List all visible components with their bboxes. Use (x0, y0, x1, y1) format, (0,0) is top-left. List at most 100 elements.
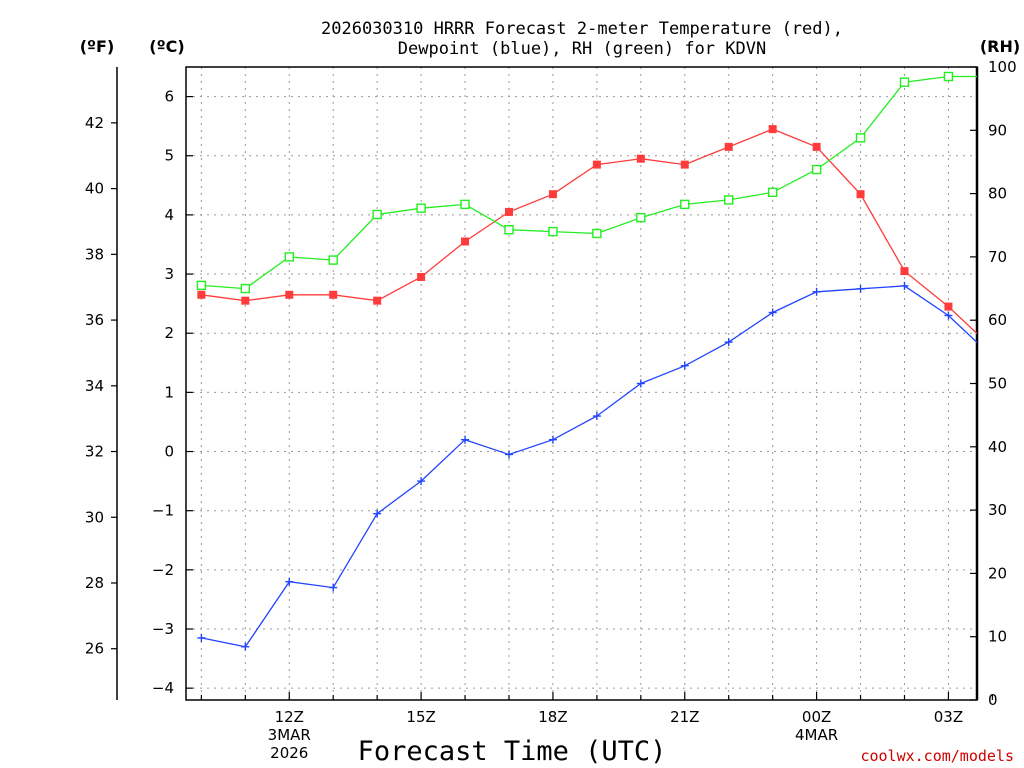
dewpoint-point (197, 633, 206, 642)
rh-point (636, 212, 646, 223)
rh-point (811, 164, 822, 175)
temperature-point (636, 154, 645, 163)
dewpoint-point (548, 435, 557, 444)
x-tick-label: 03Z (934, 708, 963, 726)
grid-lines (186, 67, 977, 700)
celsius-tick-label: −3 (152, 620, 174, 638)
rh-point (724, 195, 734, 205)
axes: −4−3−2−101234562628303234363840420102030… (85, 58, 1017, 762)
fahrenheit-tick-label: 28 (85, 574, 104, 592)
x-axis-title: Forecast Time (UTC) (358, 736, 667, 767)
rh-point (416, 203, 426, 213)
x-tick-label: 4MAR (795, 726, 838, 744)
rh-point (680, 199, 690, 210)
temperature-point (988, 344, 996, 352)
fahrenheit-tick-label: 34 (85, 377, 104, 395)
dewpoint-point (900, 281, 909, 290)
temperature-point (856, 190, 865, 199)
temperature-point (724, 142, 733, 151)
rh-tick-label: 70 (988, 248, 1007, 266)
temperature-point (944, 302, 953, 311)
rh-point (372, 209, 382, 220)
rh-point (899, 77, 910, 87)
x-tick-label: 15Z (406, 708, 435, 726)
dewpoint-point (417, 477, 426, 486)
data-series (196, 71, 996, 651)
rh-tick-label: 100 (988, 58, 1017, 76)
series-2-meter-temperature (197, 125, 996, 352)
rh-tick-label: 90 (988, 121, 1007, 139)
dewpoint-point (724, 338, 733, 347)
rh-point (240, 283, 251, 294)
temperature-point (373, 296, 382, 305)
x-tick-label: 21Z (670, 708, 699, 726)
temperature-point (592, 160, 601, 169)
dewpoint-point (768, 308, 777, 317)
x-tick-label: 3MAR (268, 726, 311, 744)
temperature-point (812, 142, 821, 151)
fahrenheit-tick-label: 32 (85, 443, 104, 461)
dewpoint-point (680, 361, 689, 370)
temperature-point (241, 296, 250, 305)
rh-point (548, 226, 558, 237)
celsius-tick-label: −2 (152, 561, 174, 579)
dewpoint-point (461, 435, 470, 444)
x-tick-label: 18Z (538, 708, 567, 726)
series-relative-humidity (196, 71, 977, 294)
temperature-point (461, 237, 470, 246)
celsius-tick-label: −1 (152, 502, 174, 520)
temperature-point (680, 160, 689, 169)
dewpoint-point (241, 642, 250, 651)
rh-tick-label: 40 (988, 438, 1007, 456)
celsius-tick-label: 6 (164, 88, 174, 106)
x-tick-label: 00Z (802, 708, 831, 726)
celsius-tick-label: 2 (164, 324, 174, 342)
fahrenheit-tick-label: 40 (85, 180, 104, 198)
rh-tick-label: 10 (988, 628, 1007, 646)
x-tick-label: 2026 (270, 744, 308, 762)
source-credit: coolwx.com/models (860, 747, 1014, 765)
temperature-point (285, 290, 294, 299)
series-dewpoint (197, 281, 996, 651)
chart-title-line-1: 2026030310 HRRR Forecast 2-meter Tempera… (321, 19, 843, 39)
dewpoint-point (944, 311, 953, 320)
celsius-tick-label: 5 (164, 147, 174, 165)
dewpoint-point (856, 284, 865, 293)
rh-point (460, 199, 470, 210)
rh-tick-label: 80 (988, 185, 1007, 203)
celsius-tick-label: 4 (164, 206, 174, 224)
temperature-point (329, 290, 338, 299)
rh-point (592, 228, 602, 239)
temperature-point (417, 273, 426, 282)
rh-point (284, 252, 294, 262)
rh-unit-label: (RH) (980, 37, 1020, 56)
dewpoint-point (504, 450, 513, 459)
fahrenheit-tick-label: 30 (85, 508, 104, 526)
temperature-point (900, 267, 909, 276)
rh-tick-label: 20 (988, 564, 1007, 582)
celsius-tick-label: −4 (152, 679, 174, 697)
fahrenheit-tick-label: 36 (85, 311, 104, 329)
celsius-tick-label: 3 (164, 265, 174, 283)
dewpoint-point (636, 379, 645, 388)
fahrenheit-tick-label: 38 (85, 245, 104, 263)
rh-tick-label: 50 (988, 375, 1007, 393)
rh-point (767, 187, 778, 198)
rh-point (943, 71, 954, 82)
dewpoint-point (988, 353, 996, 361)
celsius-unit-label: (ºC) (149, 37, 184, 56)
fahrenheit-unit-label: (ºF) (80, 37, 115, 56)
fahrenheit-tick-label: 42 (85, 114, 104, 132)
plot-frame (185, 66, 978, 701)
rh-tick-label: 60 (988, 311, 1007, 329)
x-tick-label: 12Z (275, 708, 304, 726)
temperature-point (768, 125, 777, 134)
temperature-point (548, 190, 557, 199)
celsius-tick-label: 0 (164, 443, 174, 461)
rh-point (328, 255, 338, 265)
dewpoint-point (812, 287, 821, 296)
dewpoint-point (329, 583, 338, 592)
dewpoint-point (592, 412, 601, 421)
dewpoint-point (285, 577, 294, 586)
